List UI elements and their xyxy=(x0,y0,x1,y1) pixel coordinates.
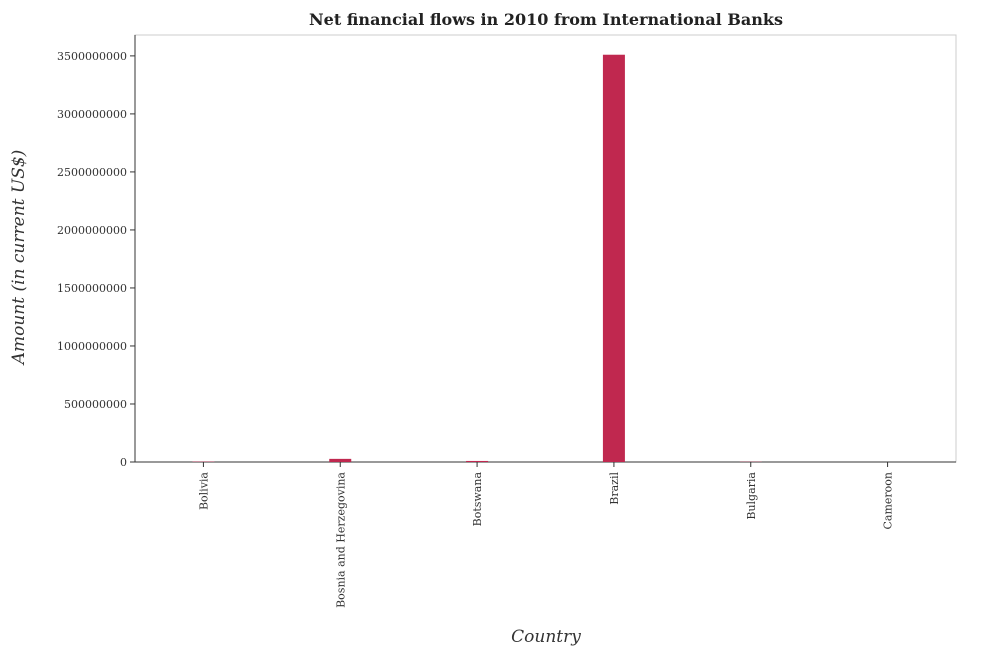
bar xyxy=(329,458,352,462)
y-tick-label: 1000000000 xyxy=(57,340,127,353)
x-axis-label: Country xyxy=(511,627,581,647)
bar xyxy=(466,460,489,462)
chart-title: Net financial flows in 2010 from Interna… xyxy=(309,10,783,29)
plot-area xyxy=(134,34,957,463)
y-tick-label: 3000000000 xyxy=(57,108,127,121)
x-axis: Bolivia Bosnia and Herzegovina Botswana Bra… xyxy=(135,461,956,608)
y-tick-label: 3500000000 xyxy=(57,50,127,63)
bars xyxy=(192,54,762,462)
y-axis-label: Amount (in current US$) xyxy=(9,150,29,367)
y-tick-label: 1500000000 xyxy=(57,282,127,295)
y-tick-label: 0 xyxy=(120,456,127,469)
x-tick-label: Bulgaria xyxy=(745,472,758,520)
bar xyxy=(602,54,625,462)
x-tick-label: Bolivia xyxy=(197,472,210,510)
x-tick-label: Bosnia and Herzegovina xyxy=(334,472,347,608)
y-tick-label: 500000000 xyxy=(64,398,127,411)
x-tick-label: Botswana xyxy=(471,472,484,527)
y-tick-label: 2500000000 xyxy=(57,166,127,179)
x-tick-label: Brazil xyxy=(608,472,621,505)
y-axis: 0 500000000 1000000000 1500000000 2000000000… xyxy=(57,35,136,469)
x-tick-label: Cameroon xyxy=(882,472,895,530)
y-tick-label: 2000000000 xyxy=(57,224,127,237)
